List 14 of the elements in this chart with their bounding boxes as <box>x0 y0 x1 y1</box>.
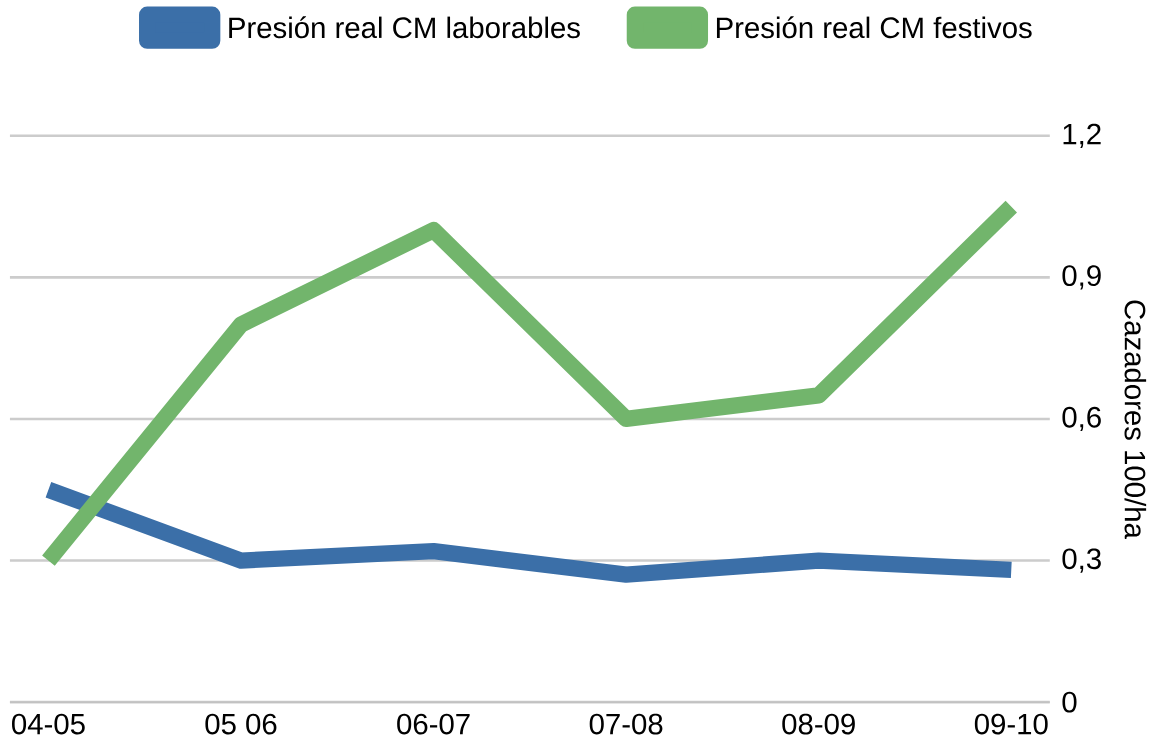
x-tick-label: 07-08 <box>589 713 663 735</box>
y-tick-label: 1,2 <box>1063 123 1101 148</box>
x-tick-label: 05 06 <box>205 713 277 735</box>
legend-label: Presión real CM laborables <box>229 16 580 39</box>
y-tick-label: 0,9 <box>1062 265 1101 290</box>
x-tick-label: 06-07 <box>397 713 470 735</box>
y-axis-title: Cazadores 100/ha <box>1124 300 1147 539</box>
y-tick-label: 0,3 <box>1062 548 1101 573</box>
y-tick-label: 0 <box>1062 691 1077 713</box>
legend-label: Presión real CM festivos <box>716 16 1032 39</box>
y-tick-label: 0,6 <box>1062 406 1101 431</box>
x-tick-label: 08-09 <box>782 713 855 735</box>
x-tick-label: 04-05 <box>12 713 85 735</box>
x-tick-label: 09-10 <box>974 713 1048 735</box>
